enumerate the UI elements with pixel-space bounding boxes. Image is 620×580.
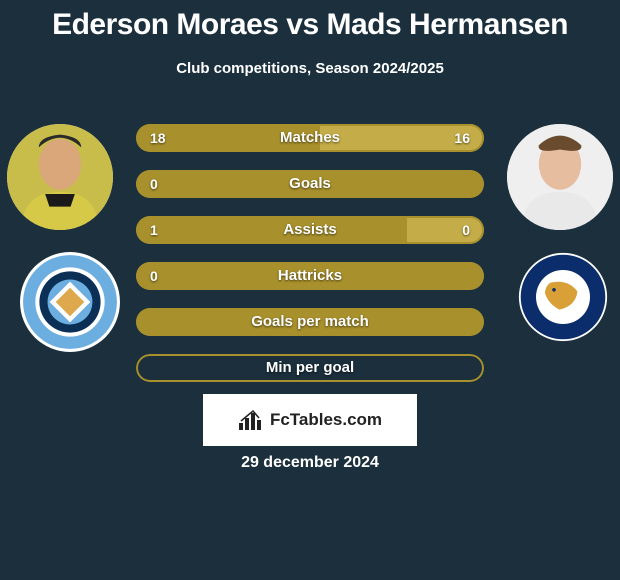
- fctables-logo-icon: [238, 409, 264, 431]
- comparison-chart: Matches1816Goals0Assists10Hattricks0Goal…: [136, 124, 484, 400]
- stat-row: Assists1 0: [136, 216, 484, 244]
- stat-row: Hattricks0: [136, 262, 484, 290]
- stat-value-left: 1: [150, 216, 158, 244]
- stat-row: Goals per match: [136, 308, 484, 336]
- stat-label: Hattricks: [136, 262, 484, 290]
- page-title: Ederson Moraes vs Mads Hermansen: [0, 0, 620, 42]
- stat-label: Min per goal: [136, 354, 484, 382]
- stat-value-right: 16: [454, 124, 470, 152]
- stat-label: Matches: [136, 124, 484, 152]
- stat-value-left: 18: [150, 124, 166, 152]
- stat-row: Matches18 16: [136, 124, 484, 152]
- portrait-left-icon: [7, 124, 113, 230]
- player-photo-left: [7, 124, 113, 230]
- stat-row: Min per goal: [136, 354, 484, 382]
- stat-row: Goals0: [136, 170, 484, 198]
- stat-value-right: 0: [462, 216, 470, 244]
- club-crest-left: [19, 251, 121, 353]
- crest-left-icon: [19, 251, 121, 353]
- date-label: 29 december 2024: [0, 454, 620, 472]
- subtitle: Club competitions, Season 2024/2025: [0, 60, 620, 77]
- club-crest-right: [518, 252, 608, 342]
- stat-value-left: 0: [150, 262, 158, 290]
- attribution-text: FcTables.com: [270, 410, 382, 430]
- stat-label: Assists: [136, 216, 484, 244]
- attribution-badge: FcTables.com: [203, 394, 417, 446]
- stat-label: Goals per match: [136, 308, 484, 336]
- stat-value-left: 0: [150, 170, 158, 198]
- portrait-right-icon: [507, 124, 613, 230]
- crest-right-icon: [518, 252, 608, 342]
- stat-label: Goals: [136, 170, 484, 198]
- player-photo-right: [507, 124, 613, 230]
